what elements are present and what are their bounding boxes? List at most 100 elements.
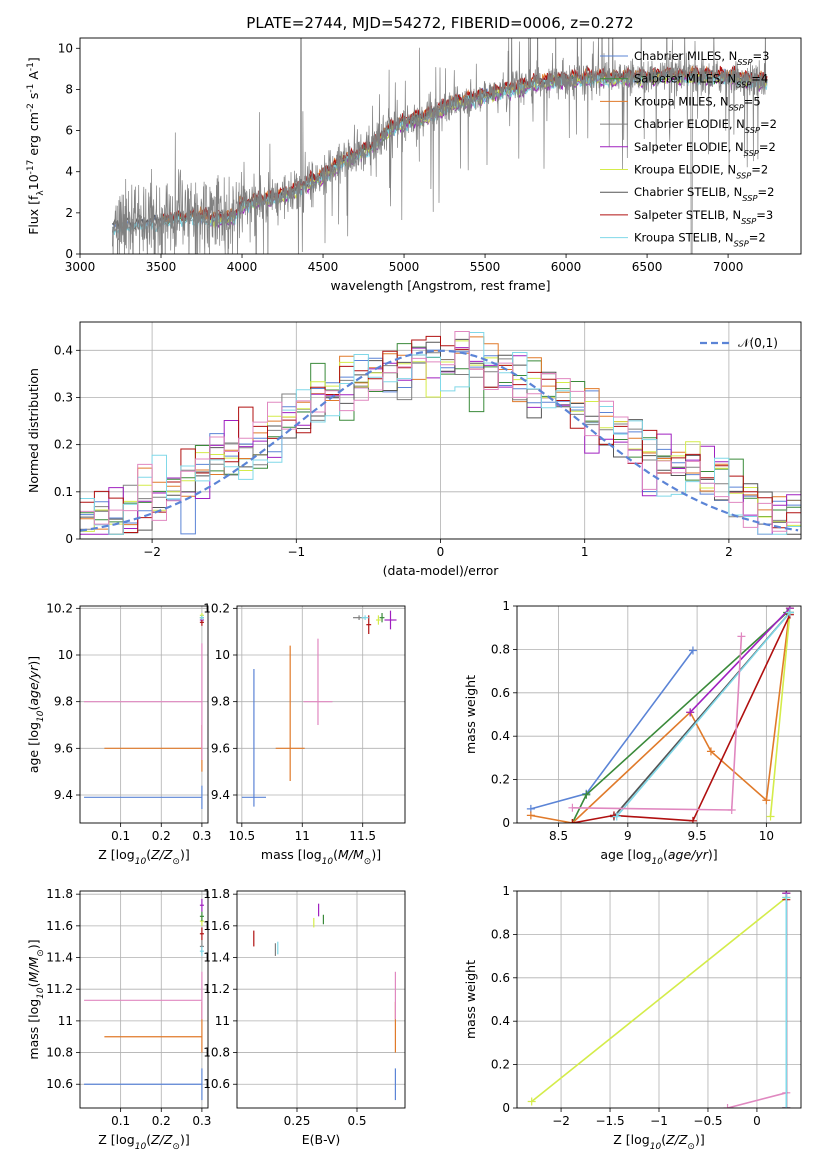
axes-frame <box>516 605 802 824</box>
x-tick-label: 0.2 <box>152 1114 171 1128</box>
x-tick-label: 0.3 <box>192 829 211 843</box>
y-tick-label: 0.6 <box>491 686 510 700</box>
errorbar-point <box>275 645 305 781</box>
legend: 𝒩(0,1) <box>700 336 778 350</box>
x-tick-label: 4000 <box>227 260 258 274</box>
x-axis-label: Z [log10(Z/Z⊙)] <box>98 847 189 867</box>
mass-weight-line <box>530 608 791 823</box>
y-tick-label: 2 <box>65 206 73 220</box>
x-axis-label: Z [log10(Z/Z⊙)] <box>98 1132 189 1152</box>
panel-age_vs_Z: 0.1 0.2 0.3 9.4 9.6 9.8 10 10.2 Z [log10(Z/Z⊙)] a… <box>26 601 211 867</box>
mass-weight-marker <box>737 632 746 641</box>
panel-massweight_vs_Z: −2 −1.5 −1 −0.5 0 0 0.2 0.4 0.6 0.8 1 Z [log10(Z/Z⊙… <box>463 884 802 1152</box>
y-tick-label: 10 <box>58 41 73 55</box>
plot-area-mass_vs_EBV <box>237 891 405 1108</box>
panel-massweight_vs_age: 8.5 9 9.5 10 0 0.2 0.4 0.6 0.8 1 age [log10(age/yr… <box>463 599 802 867</box>
x-tick-label: 3500 <box>146 260 177 274</box>
x-tick-label: 2 <box>725 545 733 559</box>
legend-entry-label: Kroupa MILES, NSSP=5 <box>634 94 761 112</box>
y-tick-label: 9.8 <box>211 695 230 709</box>
legend-entry-label: Chabrier MILES, NSSP=3 <box>634 49 769 67</box>
x-tick-label: 0 <box>437 545 445 559</box>
x-tick-label: 0 <box>753 1114 761 1128</box>
errorbar-point <box>375 615 381 625</box>
mass-weight-marker <box>527 1097 536 1106</box>
y-tick-label: 0 <box>65 247 73 261</box>
x-tick-label: 10 <box>759 829 774 843</box>
y-tick-label: 9.6 <box>54 741 73 755</box>
y-tick-label: 0.2 <box>491 1058 510 1072</box>
y-tick-label: 0.8 <box>491 642 510 656</box>
x-tick-label: 0.2 <box>152 829 171 843</box>
x-tick-label: 1 <box>581 545 589 559</box>
x-axis-label: E(B-V) <box>302 1132 341 1147</box>
plot-area-age_vs_Z <box>80 606 208 823</box>
histogram-step-line <box>80 332 801 535</box>
y-tick-label: 0.8 <box>491 927 510 941</box>
mass-weight-marker <box>785 608 794 617</box>
panel-age_vs_mass: 10.5 11 11.5 9.4 9.6 9.8 10 10.2 mass [log10(M/M… <box>203 601 406 867</box>
mass-weight-marker <box>762 796 771 805</box>
y-axis-label: mass weight <box>463 960 478 1039</box>
y-tick-label: 11.6 <box>203 919 230 933</box>
y-tick-label: 6 <box>65 124 73 138</box>
x-tick-label: −1 <box>287 545 305 559</box>
y-tick-label: 1 <box>502 599 510 613</box>
mass-weight-marker <box>766 812 775 821</box>
x-tick-label: 11.5 <box>349 829 376 843</box>
x-axis-label: (data-model)/error <box>383 563 500 578</box>
x-axis-label: age [log10(age/yr)] <box>600 847 717 867</box>
axes-frame <box>79 890 209 1109</box>
y-tick-label: 10.2 <box>203 601 230 615</box>
x-tick-label: 5500 <box>470 260 501 274</box>
y-tick-label: 8 <box>65 82 73 96</box>
x-tick-label: 8.5 <box>549 829 568 843</box>
figure-title: PLATE=2744, MJD=54272, FIBERID=0006, z=0… <box>246 14 633 32</box>
legend-entry-label: Salpeter STELIB, NSSP=3 <box>634 208 773 226</box>
y-axis-label: Flux [fλ10-17 erg cm-2 s-1 A-1] <box>26 57 46 235</box>
y-axis-label: age [log10(age/yr)] <box>26 656 46 773</box>
panel-mass_vs_EBV: 0.25 0.5 10.6 10.8 11 11.2 11.4 11.6 11.8 E(B-V) <box>203 887 406 1147</box>
y-tick-label: 10.6 <box>46 1077 73 1091</box>
errorbar-point <box>384 610 397 630</box>
x-tick-label: 5000 <box>389 260 420 274</box>
errorbar-point <box>84 785 203 809</box>
x-axis-label: wavelength [Angstrom, rest frame] <box>330 278 550 293</box>
x-tick-label: 0.25 <box>284 1114 311 1128</box>
x-tick-label: 6500 <box>632 260 663 274</box>
mass-weight-marker <box>612 812 621 821</box>
y-tick-label: 0 <box>502 816 510 830</box>
x-tick-label: 3000 <box>65 260 96 274</box>
panel-mass_vs_Z: 0.1 0.2 0.3 10.6 10.8 11 11.2 11.4 11.6 11.8 Z [lo… <box>26 887 211 1152</box>
mass-weight-line <box>769 612 791 817</box>
axes-frame <box>236 890 406 1109</box>
y-tick-label: 9.8 <box>54 695 73 709</box>
mass-weight-marker <box>723 1104 732 1108</box>
errorbar-point <box>303 638 333 725</box>
y-tick-label: 0 <box>502 1101 510 1115</box>
errorbar-point <box>241 669 267 807</box>
mass-weight-marker <box>568 819 577 823</box>
plot-area-spectrum <box>111 38 768 254</box>
plot-area-massweight_vs_age <box>517 606 801 823</box>
plot-area-residuals <box>80 322 801 539</box>
y-tick-label: 11.2 <box>46 982 73 996</box>
plot-area-mass_vs_Z <box>80 891 208 1108</box>
y-tick-label: 0.1 <box>54 485 73 499</box>
axes-frame <box>236 605 406 824</box>
errorbar-point <box>199 898 204 912</box>
mass-weight-marker <box>688 646 697 655</box>
legend-entry-label: Chabrier ELODIE, NSSP=2 <box>634 117 777 135</box>
plot-area-age_vs_mass <box>237 606 405 823</box>
axes-frame <box>79 321 802 540</box>
mass-weight-marker <box>526 811 535 820</box>
y-tick-label: 11.6 <box>46 919 73 933</box>
errorbar-point <box>199 927 204 941</box>
x-tick-label: −2 <box>143 545 161 559</box>
mass-weight-marker <box>582 790 591 799</box>
panel-spectrum: 3000 3500 4000 4500 5000 5500 6000 6500 7000 0 2 4 6… <box>26 37 802 293</box>
legend-entry-label: 𝒩(0,1) <box>738 336 778 350</box>
errorbar-point <box>84 643 203 760</box>
mass-weight-line <box>727 1092 787 1108</box>
